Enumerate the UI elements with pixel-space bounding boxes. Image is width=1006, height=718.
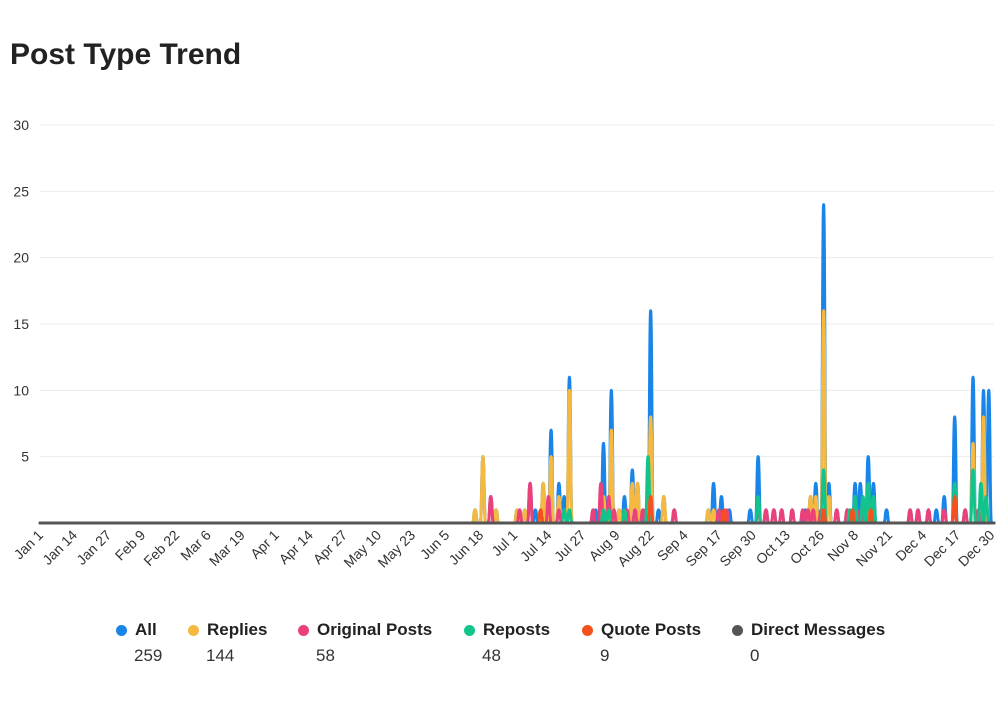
legend-label: Quote Posts bbox=[582, 620, 701, 640]
x-tick-label: Jan 14 bbox=[39, 527, 80, 568]
x-tick-label: Mar 19 bbox=[206, 527, 248, 569]
x-tick-label: Dec 17 bbox=[921, 527, 964, 570]
legend-name: Direct Messages bbox=[751, 620, 886, 639]
legend-name: Quote Posts bbox=[601, 620, 702, 639]
y-tick-label: 5 bbox=[21, 449, 29, 465]
legend-label: Replies bbox=[188, 620, 267, 640]
x-tick-label: Oct 13 bbox=[753, 527, 794, 568]
legend-count: 58 bbox=[316, 646, 335, 665]
y-tick-label: 10 bbox=[13, 382, 29, 398]
legend-dot-icon bbox=[582, 624, 593, 636]
legend-dot-icon bbox=[298, 624, 309, 636]
x-tick-label: Sep 30 bbox=[716, 527, 759, 570]
legend-dot-icon bbox=[732, 624, 743, 636]
legend-dot-icon bbox=[464, 624, 475, 636]
legend-count: 9 bbox=[600, 646, 610, 665]
legend-label: Reposts bbox=[464, 620, 550, 640]
y-tick-label: 20 bbox=[13, 250, 29, 266]
x-tick-label: Jun 18 bbox=[445, 527, 486, 568]
x-tick-label: Nov 21 bbox=[853, 527, 896, 570]
x-tick-label: Jul 14 bbox=[517, 527, 555, 565]
x-tick-label: Jul 27 bbox=[551, 527, 589, 565]
chart-title: Post Type Trend bbox=[10, 38, 242, 71]
legend-item-original-posts[interactable]: Original Posts 58 bbox=[298, 620, 432, 666]
x-tick-label: Aug 22 bbox=[614, 527, 657, 570]
legend-name: Reposts bbox=[483, 620, 551, 639]
y-tick-label: 30 bbox=[13, 117, 29, 133]
x-tick-label: May 10 bbox=[340, 527, 384, 571]
legend-count: 0 bbox=[750, 646, 760, 665]
legend-count: 144 bbox=[206, 646, 235, 665]
legend-item-quote-posts[interactable]: Quote Posts 9 bbox=[582, 620, 701, 666]
legend-name: Replies bbox=[207, 620, 268, 639]
x-tick-label: Oct 26 bbox=[787, 527, 828, 568]
legend-label: Original Posts bbox=[298, 620, 432, 640]
legend-count: 48 bbox=[482, 646, 501, 665]
legend-item-replies[interactable]: Replies 144 bbox=[188, 620, 267, 666]
x-tick-label: Jul 1 bbox=[488, 527, 520, 559]
x-tick-label: Jan 27 bbox=[73, 527, 114, 568]
y-tick-label: 25 bbox=[13, 183, 29, 199]
x-tick-label: Dec 30 bbox=[955, 527, 998, 570]
legend-dot-icon bbox=[116, 624, 127, 636]
y-tick-label: 15 bbox=[13, 316, 29, 332]
legend-count: 259 bbox=[134, 646, 163, 665]
legend-item-direct-messages[interactable]: Direct Messages 0 bbox=[732, 620, 885, 666]
legend-name: Original Posts bbox=[317, 620, 433, 639]
series-line-replies bbox=[38, 309, 996, 525]
legend-item-reposts[interactable]: Reposts 48 bbox=[464, 620, 550, 666]
series-line-all bbox=[38, 203, 996, 525]
legend-label: Direct Messages bbox=[732, 620, 885, 640]
x-tick-label: Sep 17 bbox=[682, 527, 725, 570]
legend-dot-icon bbox=[188, 624, 199, 636]
x-tick-label: Apr 14 bbox=[276, 527, 317, 568]
chart-legend: All 259 Replies 144 Original Posts 58 Reposts 4… bbox=[0, 620, 1006, 670]
legend-item-all[interactable]: All 259 bbox=[116, 620, 162, 666]
legend-label: All bbox=[116, 620, 162, 640]
x-tick-label: May 23 bbox=[375, 527, 419, 571]
x-tick-label: Feb 22 bbox=[140, 527, 182, 569]
legend-name: All bbox=[135, 620, 157, 639]
